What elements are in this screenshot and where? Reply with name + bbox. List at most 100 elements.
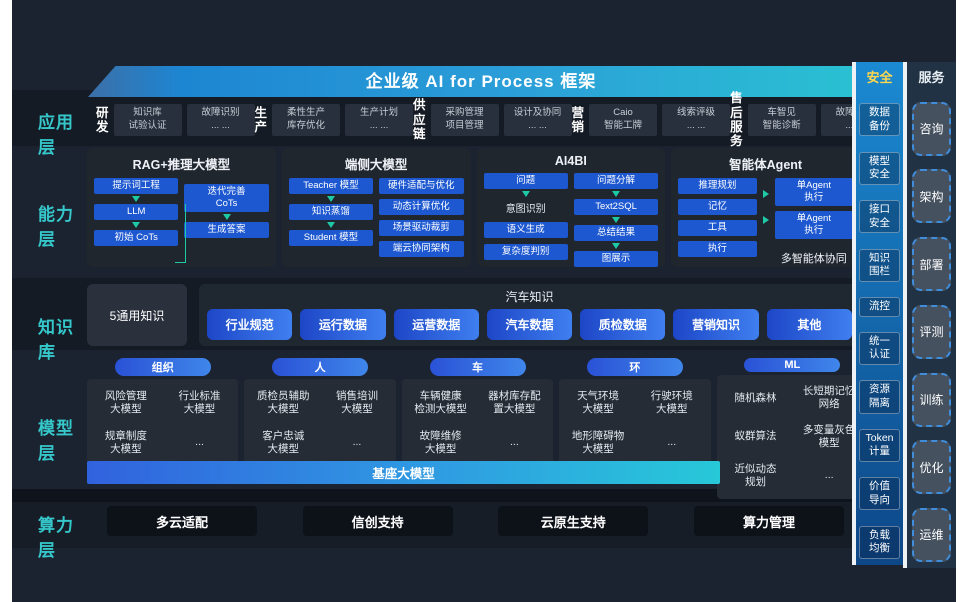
model-item: 近似动态 规划: [734, 462, 777, 488]
security-item: Token 计量: [859, 428, 900, 462]
flow-step: 单Agent 执行: [774, 178, 853, 206]
model-group-pill: 人: [272, 358, 369, 376]
flow-step: 推理规划: [678, 178, 757, 194]
app-item: 采购管理 项目管理: [430, 104, 499, 136]
rag-reasoning-panel: RAG+推理大模型 提示词工程 LLM 初始 CoTs 迭代完善 CoTs: [87, 148, 276, 267]
model-item: 行业标准 大模型: [178, 389, 221, 415]
knowledge-pill: 质检数据: [580, 309, 666, 340]
model-item: 长短期记忆 网络: [802, 385, 856, 411]
flow-step: 总结结果: [573, 224, 659, 241]
agent-right-list: 单Agent 执行 单Agent 执行 多智能体协同: [774, 178, 853, 266]
panel-title: AI4BI: [554, 154, 587, 168]
flow-step: 工具: [678, 219, 757, 236]
service-item: 训练: [912, 372, 951, 427]
layer-label-capability: 能力层: [38, 205, 74, 249]
flow-step: 端云协同架构: [379, 240, 464, 257]
service-item: 部署: [912, 237, 951, 292]
agent-left-list: 推理规划 记忆 工具 执行: [678, 178, 757, 266]
general-knowledge-box: 5通用知识: [87, 284, 187, 346]
service-item: 优化: [912, 440, 951, 495]
flow-step: 复杂度判别: [483, 243, 568, 260]
service-item: 运维: [912, 507, 951, 562]
arrow-down-icon: [612, 190, 621, 197]
model-item: 规章制度 大模型: [104, 429, 147, 455]
security-item: 数据 备份: [859, 103, 900, 137]
app-item: 生产计划 ... ...: [345, 104, 414, 136]
model-item: 质检员辅助 大模型: [257, 389, 310, 415]
edge-left-flow: Teacher 模型 知识蒸馏 Student 模型: [288, 178, 374, 257]
model-item: 客户忠诚 大模型: [262, 429, 305, 455]
compute-item: 多云适配: [107, 506, 257, 536]
arrow-right-icon: [762, 190, 769, 198]
app-group-label: 供应链: [413, 98, 426, 142]
app-group-rd: 研发 知识库 试验认证 故障识别 ... ...: [96, 104, 255, 136]
service-column: 服务 咨询 架构 部署 评测 训练 优化 运维: [903, 62, 956, 568]
app-group-label: 营销: [571, 105, 585, 134]
model-group-organization: 组织 风险管理 大模型 行业标准 大模型 规章制度 大模型 ...: [87, 358, 239, 467]
app-group-label: 生产: [254, 105, 268, 134]
model-item: 故障维修 大模型: [419, 429, 462, 455]
arrow-down-icon: [521, 190, 530, 197]
app-group-label: 售后服务: [730, 91, 743, 149]
flow-step: 提示词工程: [94, 178, 179, 194]
flow-step: 问题: [483, 173, 568, 189]
edge-right-list: 硬件适配与优化 动态计算优化 场景驱动裁剪 端云协同架构: [379, 178, 464, 257]
flow-step: Text2SQL: [573, 198, 659, 215]
layer-label-application: 应用层: [38, 113, 74, 157]
ai4bi-left-flow: 问题 意图识别 语义生成 复杂度判别: [483, 173, 568, 267]
model-item: 地形障碍物 大模型: [571, 429, 625, 455]
flow-step: 动态计算优化: [379, 198, 464, 215]
application-layer-row: 研发 知识库 试验认证 故障识别 ... ... 生产 柔性生产 库存优化 生产…: [96, 91, 889, 148]
flow-step: LLM: [94, 203, 179, 220]
model-group-people: 人 质检员辅助 大模型 销售培训 大模型 客户忠诚 大模型 ...: [244, 358, 396, 467]
app-group-marketing: 营销 Caio 智能工牌 线索评级 ... ...: [572, 104, 731, 136]
model-item: ...: [195, 436, 204, 449]
connector-line: [175, 204, 186, 263]
service-column-title: 服务: [918, 70, 945, 85]
model-group-pill: 车: [429, 358, 526, 376]
foundation-model-bar: 基座大模型: [87, 461, 720, 484]
knowledge-pill: 汽车数据: [486, 309, 573, 340]
flow-step: 意图识别: [505, 203, 546, 215]
model-item: ...: [509, 436, 519, 449]
flow-step: 硬件适配与优化: [379, 178, 464, 194]
knowledge-pill: 营销知识: [673, 309, 759, 340]
model-group-environment: 环 天气环境 大模型 行驶环境 大模型 地形障碍物 大模型 ...: [559, 358, 711, 467]
compute-layer-row: 多云适配 信创支持 云原生支持 算力管理: [107, 506, 844, 536]
rag-left-flow: 提示词工程 LLM 初始 CoTs: [94, 178, 179, 246]
app-item: 知识库 试验认证: [113, 104, 182, 136]
security-item: 知识 围栏: [859, 248, 900, 282]
ai4bi-panel: AI4BI 问题 意图识别 语义生成 复杂度判别 问题分解 Text: [476, 148, 666, 267]
edge-model-panel: 端侧大模型 Teacher 模型 知识蒸馏 Student 模型 硬件适配与优化…: [281, 148, 471, 267]
arrow-down-icon: [132, 195, 141, 202]
flow-step: Student 模型: [288, 229, 374, 246]
model-item: 多变量灰色 模型: [802, 423, 856, 449]
service-item: 咨询: [912, 101, 951, 156]
arrow-down-icon: [612, 242, 621, 249]
auto-knowledge-title: 汽车知识: [505, 290, 554, 304]
flow-step: 场景驱动裁剪: [379, 219, 464, 236]
flow-step: 迭代完善 CoTs: [184, 184, 269, 212]
panel-title: RAG+推理大模型: [132, 158, 231, 172]
ai4bi-right-flow: 问题分解 Text2SQL 总结结果 图展示: [573, 173, 659, 267]
model-group-vehicle: 车 车辆健康 检测大模型 器材库存配 置大模型 故障维修 大模型 ...: [401, 358, 554, 467]
flow-step: 知识蒸馏: [288, 203, 374, 220]
main-canvas: 企业级 AI for Process 框架 应用层 能力层 知识库 模型层 算力…: [12, 0, 956, 602]
arrow-right-icon: [762, 216, 769, 224]
app-item: 故障识别 ... ...: [186, 104, 255, 136]
service-item: 架构: [912, 169, 951, 224]
model-group-ml: ML 随机森林 长短期记忆 网络 蚁群算法 多变量灰色 模型 近似动态 规划 .…: [716, 358, 869, 499]
model-item: 器材库存配 置大模型: [488, 389, 541, 415]
model-item: 随机森林: [734, 391, 777, 404]
knowledge-pill: 运行数据: [300, 309, 386, 340]
security-item: 资源 隔离: [859, 380, 900, 414]
flow-step: 单Agent 执行: [774, 210, 853, 239]
app-group-label: 研发: [96, 105, 109, 134]
app-group-supply-chain: 供应链 采购管理 项目管理 设计及协同 ... ...: [413, 98, 572, 141]
multi-agent-caption: 多智能体协同: [780, 252, 847, 265]
capability-layer-row: RAG+推理大模型 提示词工程 LLM 初始 CoTs 迭代完善 CoTs: [87, 148, 860, 267]
panel-title: 智能体Agent: [729, 158, 803, 172]
flow-step: 执行: [678, 240, 757, 257]
security-column-title: 安全: [866, 70, 893, 85]
